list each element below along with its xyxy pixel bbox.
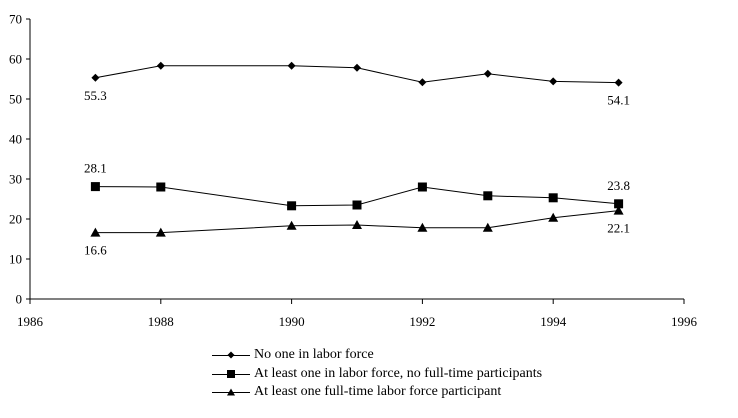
square-marker-icon <box>90 182 100 192</box>
square-marker-icon <box>417 182 427 192</box>
data-label: 28.1 <box>84 161 107 176</box>
square-marker-icon <box>548 193 558 203</box>
y-tick-label: 10 <box>9 252 22 267</box>
legend: No one in labor force At least one in la… <box>212 346 542 402</box>
diamond-marker-icon <box>418 78 427 87</box>
x-tick-label: 1990 <box>279 314 305 329</box>
triangle-marker-icon <box>417 222 428 232</box>
y-tick-label: 0 <box>16 292 23 307</box>
triangle-marker-icon <box>155 227 166 237</box>
data-label: 55.3 <box>84 88 107 103</box>
triangle-marker-icon <box>548 212 559 222</box>
triangle-marker-icon <box>613 205 624 215</box>
data-label: 23.8 <box>607 178 630 193</box>
diamond-marker-icon <box>91 73 100 82</box>
legend-label: No one in labor force <box>254 347 374 363</box>
y-tick-label: 60 <box>9 52 22 67</box>
y-tick-label: 70 <box>9 12 22 27</box>
square-marker-icon <box>483 191 493 201</box>
x-tick-label: 1996 <box>671 314 698 329</box>
diamond-marker-icon <box>212 349 250 361</box>
data-label: 54.1 <box>607 93 630 108</box>
legend-label: At least one in labor force, no full-tim… <box>254 365 543 381</box>
legend-label: At least one full-time labor force parti… <box>254 384 502 400</box>
data-labels: 55.3 54.1 28.1 23.8 16.6 22.1 <box>84 88 630 258</box>
square-marker-icon <box>212 368 250 380</box>
diamond-marker-icon <box>549 77 558 86</box>
y-tick-label: 20 <box>9 212 22 227</box>
series-line <box>95 210 619 234</box>
triangle-marker-icon <box>286 220 297 230</box>
square-marker-icon <box>287 201 297 211</box>
x-tick-label: 1992 <box>409 314 435 329</box>
triangle-marker-icon <box>212 386 250 398</box>
data-label: 22.1 <box>607 221 630 236</box>
triangle-marker-icon <box>352 220 362 229</box>
legend-item-no-one: No one in labor force <box>212 346 542 365</box>
x-tick-label: 1986 <box>17 314 44 329</box>
square-marker-icon <box>156 182 166 192</box>
series-group <box>90 61 624 237</box>
x-tick-label: 1994 <box>540 314 567 329</box>
legend-item-part-time: At least one in labor force, no full-tim… <box>212 365 542 384</box>
diamond-marker-icon <box>353 63 361 72</box>
x-tick-label: 1988 <box>148 314 174 329</box>
y-tick-label: 40 <box>9 132 22 147</box>
triangle-marker-icon <box>482 222 493 232</box>
diamond-marker-icon <box>156 61 165 70</box>
diamond-marker-icon <box>614 78 623 87</box>
diamond-marker-icon <box>287 61 296 70</box>
y-tick-label: 30 <box>9 172 22 187</box>
square-marker-icon <box>352 200 362 210</box>
legend-item-full-time: At least one full-time labor force parti… <box>212 383 542 402</box>
diamond-marker-icon <box>483 69 492 78</box>
triangle-marker-icon <box>90 227 101 237</box>
data-label: 16.6 <box>84 243 107 258</box>
series-line <box>95 65 619 84</box>
y-tick-label: 50 <box>9 92 22 107</box>
axes: 0 10 20 30 40 50 60 70 1986 1988 1990 1992 1994 1996 <box>9 12 698 330</box>
square-marker-icon <box>614 199 624 209</box>
series-line <box>95 186 619 207</box>
